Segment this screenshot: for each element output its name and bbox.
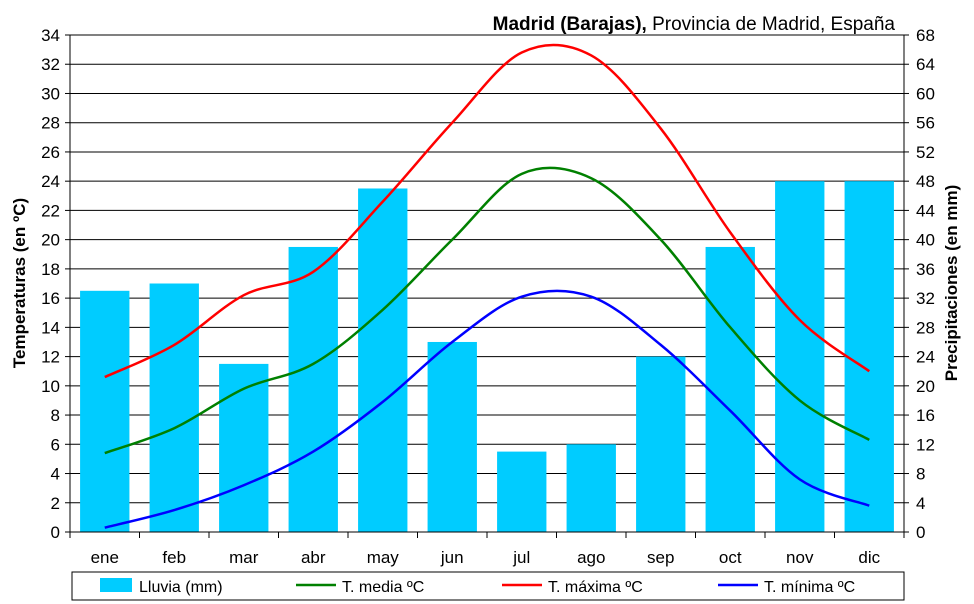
x-tick-label: feb [162,548,186,567]
left-tick-label: 32 [41,55,60,74]
right-tick-label: 52 [916,143,935,162]
right-tick-label: 28 [916,318,935,337]
left-tick-label: 22 [41,201,60,220]
rain-bar [358,188,408,532]
x-tick-label: sep [647,548,674,567]
y-axis-right-title: Precipitaciones (en mm) [942,185,961,382]
right-tick-label: 16 [916,406,935,425]
left-tick-label: 12 [41,348,60,367]
x-tick-label: dic [858,548,880,567]
left-tick-label: 34 [41,26,60,45]
rain-bar [775,181,825,533]
chart-title: Madrid (Barajas), Provincia de Madrid, E… [493,14,896,35]
rain-bar [497,451,547,532]
x-tick-label: oct [719,548,742,567]
y-axis-left-title: Temperaturas (en ºC) [10,198,29,368]
legend: Lluvia (mm) T. media ºC T. máxima ºC T. … [71,571,905,601]
legend-label-maxima: T. máxima ºC [548,579,643,596]
rain-bar [288,246,338,533]
right-tick-label: 40 [916,231,935,250]
min-temp-line [104,289,870,529]
x-tick-label: ene [91,548,119,567]
legend-label-minima: T. mínima ºC [764,579,855,596]
left-tick-label: 6 [51,435,60,454]
right-tick-label: 64 [916,55,935,74]
line-series [104,43,870,529]
right-tick-label: 24 [916,348,935,367]
left-tick-label: 16 [41,289,60,308]
x-tick-label: nov [786,548,814,567]
left-tick-label: 30 [41,84,60,103]
chart-title-regular: Provincia de Madrid, España [647,14,896,35]
rain-bar [80,290,130,532]
right-tick-label: 4 [916,494,925,513]
left-tick-label: 20 [41,231,60,250]
right-tick-label: 36 [916,260,935,279]
left-tick-label: 10 [41,377,60,396]
x-tick-label: ago [577,548,605,567]
legend-box [71,571,905,601]
x-axis-ticks: ene feb mar abr may jun jul ago sep oct nov dic [69,532,905,567]
rain-bar [566,444,616,532]
left-tick-label: 26 [41,143,60,162]
left-tick-label: 0 [51,523,60,542]
right-tick-label: 48 [916,172,935,191]
right-tick-label: 20 [916,377,935,396]
x-tick-label: jul [512,548,530,567]
legend-swatch-lluvia [100,578,132,592]
x-tick-label: abr [301,548,326,567]
right-tick-label: 8 [916,465,925,484]
left-tick-label: 2 [51,494,60,513]
rain-bar [219,363,269,532]
x-tick-label: may [367,548,400,567]
rain-bar [427,341,477,532]
right-tick-label: 0 [916,523,925,542]
left-tick-label: 8 [51,406,60,425]
right-tick-label: 12 [916,435,935,454]
media-temp-line [104,166,870,455]
right-tick-label: 56 [916,114,935,133]
right-tick-label: 32 [916,289,935,308]
left-tick-label: 18 [41,260,60,279]
max-temp-line [104,43,870,379]
rain-bar [636,356,686,532]
left-tick-label: 28 [41,114,60,133]
legend-label-lluvia: Lluvia (mm) [139,579,223,596]
left-tick-label: 4 [51,465,60,484]
chart-title-bold: Madrid (Barajas), [493,14,647,35]
right-tick-label: 68 [916,26,935,45]
right-tick-label: 60 [916,84,935,103]
right-tick-label: 44 [916,201,935,220]
rain-bar [705,246,755,533]
legend-label-media: T. media ºC [342,579,424,596]
left-tick-label: 24 [41,172,60,191]
x-tick-label: jun [440,548,464,567]
rain-bar [149,283,199,532]
left-tick-label: 14 [41,318,60,337]
x-tick-label: mar [229,548,259,567]
rain-bar [844,181,894,533]
bar-series [80,181,894,533]
